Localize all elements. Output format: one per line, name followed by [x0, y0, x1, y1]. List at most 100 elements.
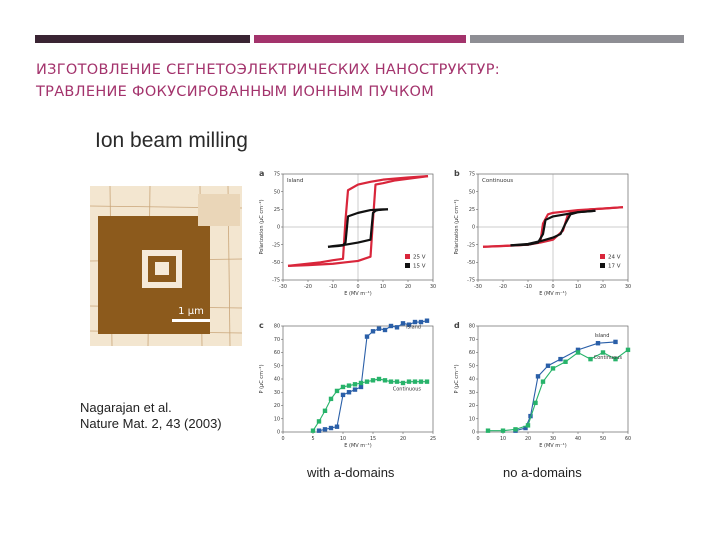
y-tick-label: -75: [467, 278, 475, 284]
y-axis-label: Polarization (μC cm⁻²): [454, 199, 460, 254]
y-tick-label: 40: [274, 377, 280, 383]
reference-journal: Nature Mat. 2, 43 (2003): [80, 416, 222, 431]
chart-panel-c: c 0 5 10 15 20 25 0 10 20 30 40 50 60 70 80 E (MV m⁻¹) P …: [259, 318, 436, 449]
data-point-green: [540, 379, 546, 384]
header-bar-dark: [35, 35, 250, 43]
y-tick-label: 50: [469, 363, 475, 369]
legend-label: 24 V: [608, 255, 621, 261]
x-tick-label: 30: [625, 284, 631, 290]
series-label: Island: [595, 333, 610, 339]
x-tick-label: 0: [356, 284, 359, 290]
data-point-green: [588, 356, 593, 362]
panel-letter: d: [454, 321, 460, 330]
data-point-green: [500, 428, 506, 433]
x-tick-label: 0: [281, 436, 284, 442]
x-tick-label: 10: [380, 284, 386, 290]
data-point-blue: [376, 326, 382, 331]
data-point-green: [382, 378, 388, 383]
data-point-green: [400, 380, 406, 386]
afm-image: 1 μm: [90, 186, 242, 346]
data-point-blue: [388, 323, 394, 329]
y-tick-label: 40: [469, 377, 475, 383]
y-tick-label: -25: [272, 242, 280, 248]
hysteresis-loop-black-lower: [510, 209, 596, 247]
x-axis-label: E (MV m⁻¹): [539, 443, 567, 449]
header-bar-grey: [470, 35, 684, 43]
data-point-blue: [406, 322, 412, 327]
data-point-blue: [340, 392, 346, 398]
y-tick-label: 80: [274, 324, 280, 330]
panel-annotation: Island: [287, 178, 303, 184]
x-tick-label: 15: [370, 436, 376, 442]
data-point-blue: [328, 425, 334, 431]
data-point-blue: [334, 424, 340, 429]
x-tick-label: 20: [400, 436, 406, 442]
series-label: Continuous: [594, 355, 623, 361]
data-point-green: [358, 380, 364, 386]
legend-label: 17 V: [608, 264, 621, 270]
header-bar-accent: [254, 35, 466, 43]
x-tick-label: 25: [430, 436, 436, 442]
data-point-blue: [595, 341, 601, 346]
data-point-blue: [424, 318, 430, 323]
y-tick-label: -25: [467, 242, 475, 248]
data-point-blue: [382, 327, 388, 333]
data-point-blue: [613, 339, 618, 345]
x-tick-label: 20: [405, 284, 411, 290]
y-tick-label: 50: [274, 363, 280, 369]
hysteresis-loop-black-lower: [327, 208, 389, 248]
x-tick-label: 20: [600, 284, 606, 290]
y-tick-label: 30: [274, 390, 280, 396]
data-point-green: [406, 379, 412, 384]
data-point-green: [310, 428, 316, 433]
data-point-blue: [370, 329, 376, 334]
data-point-green: [418, 379, 424, 384]
data-point-blue: [358, 384, 364, 390]
y-tick-label: -75: [272, 278, 280, 284]
data-point-green: [600, 350, 606, 355]
caption-with-a-domains: with a-domains: [307, 465, 395, 480]
data-point-green: [388, 379, 394, 384]
y-tick-label: 80: [469, 324, 475, 330]
y-tick-label: 20: [469, 403, 475, 409]
x-tick-label: -30: [474, 284, 482, 290]
y-tick-label: 60: [469, 350, 475, 356]
x-tick-label: -20: [304, 284, 312, 290]
x-tick-label: 10: [340, 436, 346, 442]
legend-swatch-red: [405, 254, 410, 259]
data-point-blue: [364, 334, 370, 339]
data-point-green: [328, 396, 334, 402]
scale-bar-label: 1 μm: [178, 306, 204, 317]
data-point-green: [376, 376, 382, 382]
x-tick-label: 30: [430, 284, 436, 290]
data-point-green: [533, 400, 538, 406]
y-tick-label: 20: [274, 403, 280, 409]
data-point-green: [316, 419, 322, 424]
data-point-green: [575, 350, 581, 355]
data-point-green: [485, 428, 491, 433]
data-point-green: [322, 408, 328, 413]
y-tick-label: 75: [469, 172, 475, 178]
scale-bar: [172, 319, 210, 322]
y-tick-label: 10: [469, 416, 475, 422]
figure-title: Ion beam milling: [95, 129, 248, 152]
series-label: Island: [406, 325, 421, 331]
y-tick-label: 70: [274, 337, 280, 343]
x-tick-label: -10: [329, 284, 337, 290]
data-point-green: [613, 356, 618, 362]
data-point-green: [346, 383, 352, 388]
x-tick-label: -30: [279, 284, 287, 290]
x-tick-label: 60: [625, 436, 631, 442]
x-tick-label: 30: [550, 436, 556, 442]
y-tick-label: 25: [274, 207, 280, 213]
legend-swatch-red: [600, 254, 605, 259]
chart-panel-d: d 0 10 20 30 40 50 60 0 10 20 30 40 50 60 70 80 E (MV m⁻¹…: [454, 321, 631, 449]
hysteresis-loop-red-lower: [287, 175, 429, 267]
y-tick-label: 10: [274, 416, 280, 422]
panel-letter: b: [454, 169, 460, 178]
x-tick-label: 20: [525, 436, 531, 442]
y-tick-label: 0: [277, 225, 280, 231]
data-point-blue: [352, 387, 358, 392]
data-point-blue: [535, 374, 541, 379]
slide-title-line-2: ТРАВЛЕНИЕ ФОКУСИРОВАННЫМ ИОННЫМ ПУЧКОМ: [36, 84, 435, 100]
